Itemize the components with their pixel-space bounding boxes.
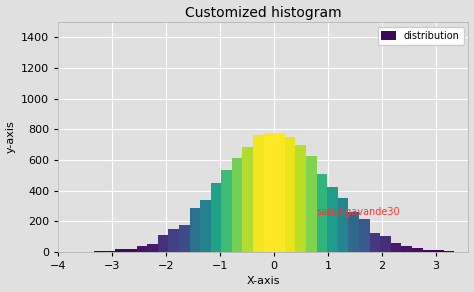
Bar (147, 244, 158, 252)
Bar (306, 156, 317, 252)
Y-axis label: y-axis: y-axis (6, 121, 16, 153)
Bar (433, 250, 444, 252)
Bar (221, 170, 232, 252)
Bar (211, 183, 221, 252)
Bar (179, 225, 190, 252)
Bar (391, 243, 401, 252)
Bar (338, 198, 348, 252)
Bar (359, 219, 370, 252)
Bar (94, 251, 105, 252)
Bar (274, 133, 285, 252)
Bar (454, 251, 465, 252)
Bar (370, 233, 380, 252)
Bar (73, 251, 83, 252)
Bar (422, 250, 433, 252)
Bar (444, 251, 454, 252)
Bar (168, 229, 179, 252)
Bar (317, 174, 327, 252)
X-axis label: X-axis: X-axis (246, 277, 280, 286)
Title: Customized histogram: Customized histogram (185, 6, 342, 20)
Bar (348, 212, 359, 252)
Bar (243, 147, 253, 252)
Bar (126, 249, 137, 252)
Text: satishgavande30: satishgavande30 (317, 207, 401, 217)
Legend: distribution: distribution (378, 27, 464, 45)
Bar (285, 137, 295, 252)
Bar (232, 158, 243, 252)
Bar (115, 249, 126, 252)
Bar (137, 246, 147, 252)
Bar (63, 251, 73, 252)
Bar (264, 133, 274, 252)
Bar (253, 135, 264, 252)
Bar (200, 200, 211, 252)
Bar (105, 251, 115, 252)
Bar (158, 235, 168, 252)
Bar (190, 208, 200, 252)
Bar (327, 187, 338, 252)
Bar (295, 145, 306, 252)
Bar (412, 248, 422, 252)
Bar (380, 236, 391, 252)
Bar (401, 246, 412, 252)
